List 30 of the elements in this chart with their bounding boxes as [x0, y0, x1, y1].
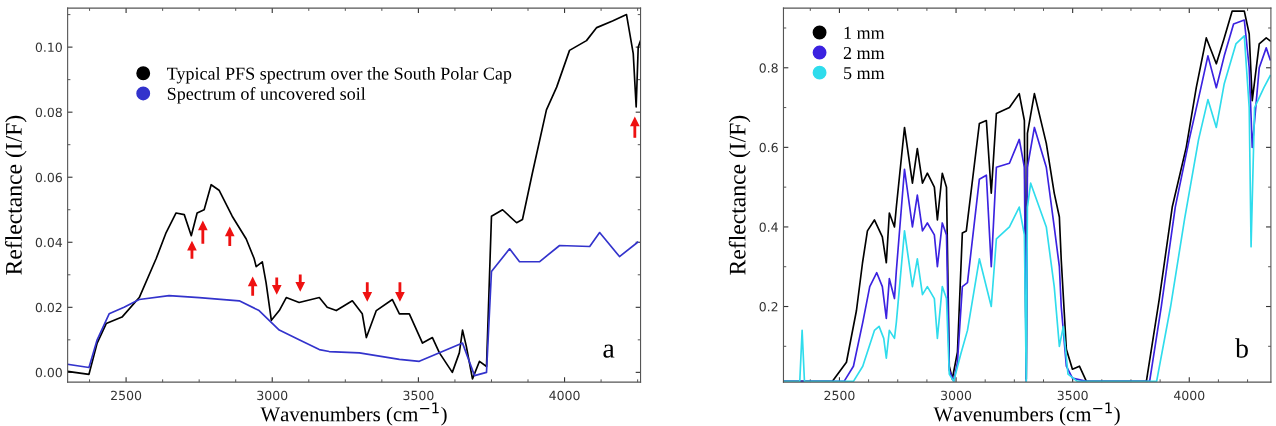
y-tick-label: 0.06 [35, 172, 62, 183]
y-tick-label: 0.6 [759, 142, 778, 153]
y-tick-label: 0.04 [35, 237, 63, 248]
y-tick-label: 0.4 [759, 222, 778, 232]
legend-label: Typical PFS spectrum over the South Polar Cap [167, 67, 512, 84]
annotation: b [1235, 338, 1248, 358]
x-tick-label: 3000 [257, 390, 288, 401]
legend-label: 1 mm [844, 26, 885, 39]
x-tick-label: 3500 [1057, 390, 1088, 401]
annotation: a [603, 344, 615, 358]
y-axis-title: Reflectance (I/F) [728, 115, 751, 275]
line-series [67, 231, 639, 377]
x-tick-label: 2500 [111, 390, 142, 401]
legend-label: 2 mm [843, 46, 885, 59]
x-tick-label: 3000 [941, 390, 972, 401]
x-axis-title: Wavenumbers (cm$^{−1}$) [933, 402, 1120, 426]
y-tick-label: 0.08 [35, 107, 62, 118]
y-tick-label: 0.02 [35, 302, 62, 313]
x-tick-label: 3500 [403, 390, 434, 401]
legend-label: 5 mm [844, 67, 885, 80]
legend-label: Spectrum of uncovered soil [167, 87, 366, 104]
x-tick-label: 2500 [824, 390, 855, 401]
y-tick-label: 0.8 [759, 63, 778, 73]
y-tick-label: 0.00 [35, 367, 62, 378]
x-axis-title: Wavenumbers (cm$^{−1}$) [260, 402, 447, 426]
x-tick-label: 4000 [549, 390, 580, 401]
y-tick-label: 0.10 [35, 42, 62, 53]
y-axis-title: Reflectance (I/F) [4, 115, 27, 275]
x-tick-label: 4000 [1173, 390, 1205, 401]
y-tick-label: 0.2 [759, 301, 778, 312]
